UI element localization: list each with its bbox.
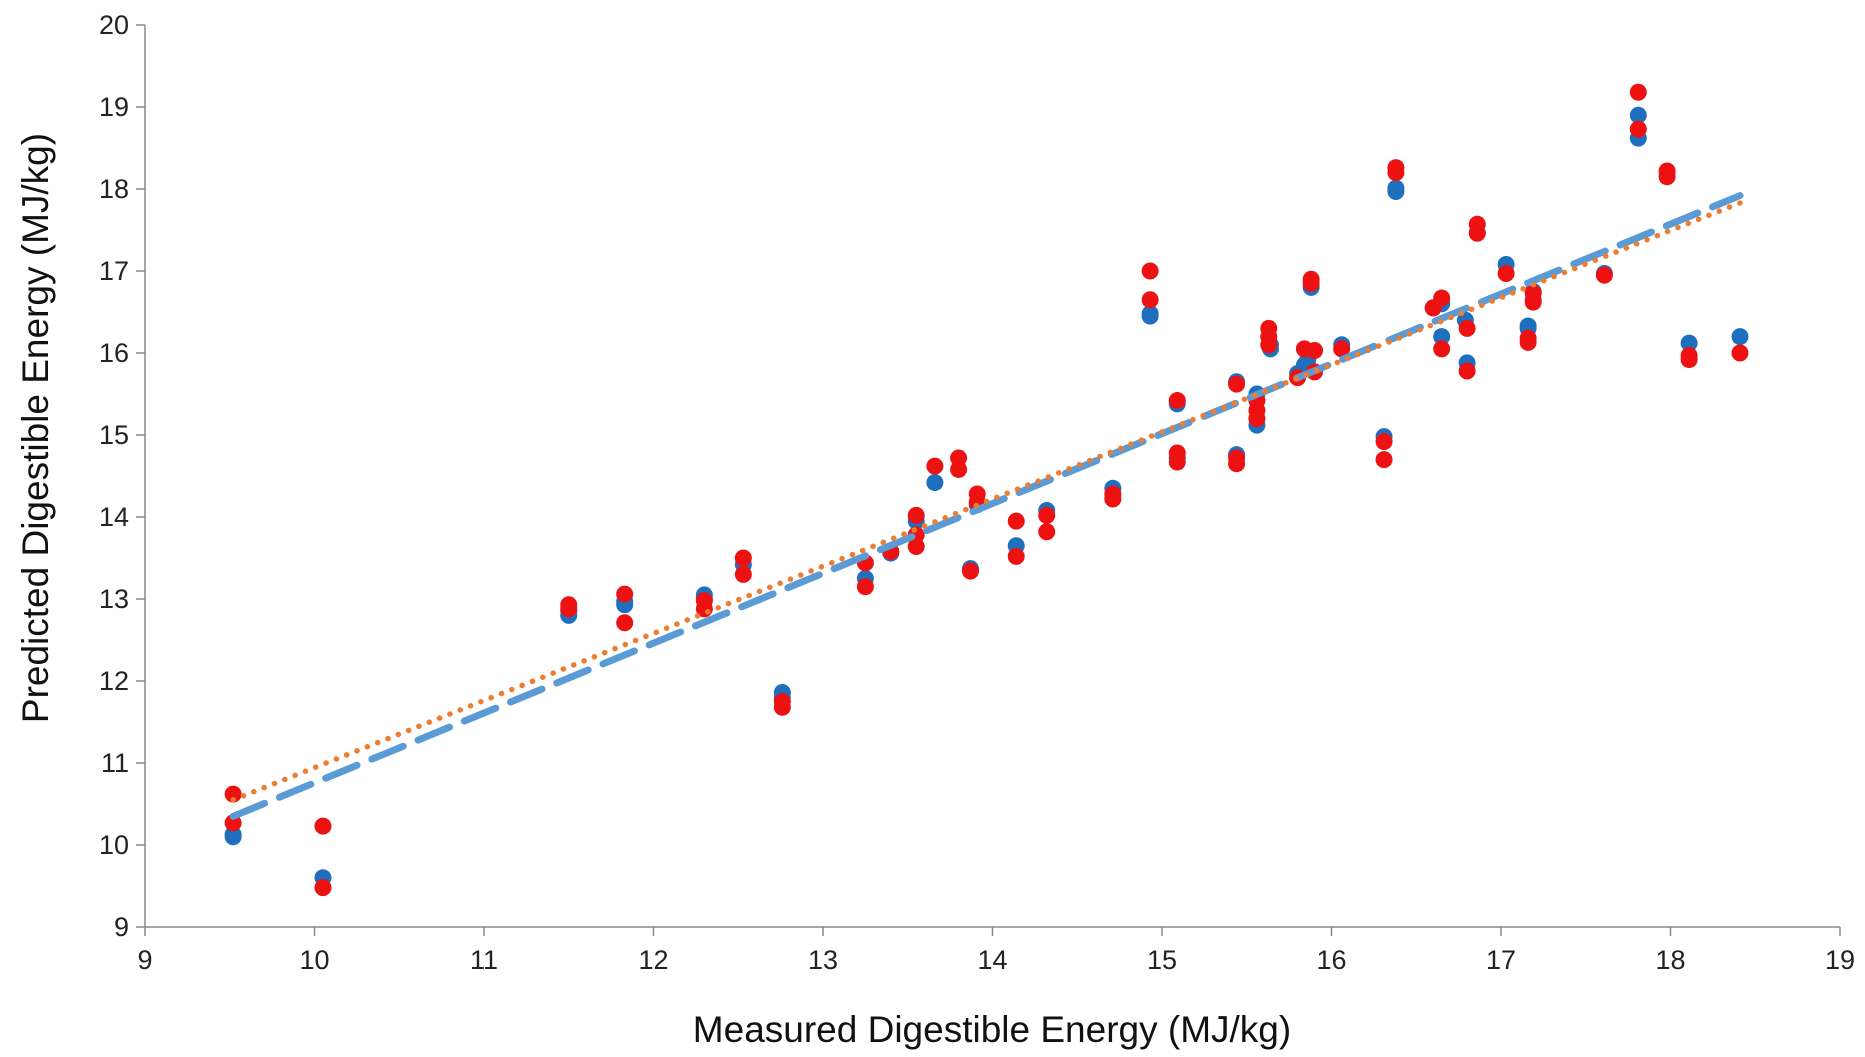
- data-point: [1680, 334, 1698, 352]
- data-point: [1458, 319, 1476, 337]
- data-point: [1228, 375, 1246, 393]
- x-tick-label: 17: [1486, 945, 1516, 975]
- data-point: [1497, 264, 1515, 282]
- data-point: [1433, 289, 1451, 307]
- data-point: [1731, 328, 1749, 346]
- y-tick-label: 17: [99, 256, 129, 286]
- data-point: [1007, 547, 1025, 565]
- y-tick-label: 15: [99, 420, 129, 450]
- x-tick-label: 11: [470, 945, 498, 975]
- data-point: [1306, 342, 1324, 360]
- data-point: [1248, 410, 1266, 428]
- x-axis-title: Measured Digestible Energy (MJ/kg): [693, 1009, 1291, 1050]
- y-tick-label: 16: [99, 338, 129, 368]
- y-tick-label: 13: [99, 584, 129, 614]
- x-tick-label: 10: [299, 945, 329, 975]
- data-point: [1333, 340, 1351, 358]
- data-point: [1375, 451, 1393, 469]
- data-point: [926, 457, 944, 475]
- data-point: [1038, 523, 1056, 541]
- x-tick-label: 18: [1655, 945, 1685, 975]
- series-1: [224, 106, 1749, 887]
- data-point: [1168, 453, 1186, 471]
- data-point: [1595, 266, 1613, 284]
- data-point: [1433, 328, 1451, 346]
- data-point: [1519, 333, 1537, 351]
- data-point: [314, 817, 332, 835]
- trendline-dashed: [229, 192, 1744, 820]
- data-point: [1458, 362, 1476, 380]
- data-point: [1104, 490, 1122, 508]
- data-point: [1375, 433, 1393, 451]
- data-point: [1141, 291, 1159, 309]
- data-point: [1168, 392, 1186, 410]
- data-point: [907, 538, 925, 556]
- y-tick-label: 20: [99, 10, 129, 40]
- series-2: [224, 83, 1749, 897]
- data-point: [560, 600, 578, 618]
- x-tick-label: 9: [137, 945, 152, 975]
- y-tick-label: 18: [99, 174, 129, 204]
- data-point: [1387, 164, 1405, 182]
- y-axis-title: Predicted Digestible Energy (MJ/kg): [15, 133, 56, 723]
- data-point: [616, 614, 634, 632]
- data-point: [856, 578, 874, 596]
- data-point: [734, 549, 752, 567]
- data-point: [773, 698, 791, 716]
- data-point: [950, 460, 968, 478]
- data-point: [1629, 120, 1647, 138]
- data-point: [1007, 512, 1025, 530]
- data-point: [1387, 179, 1405, 197]
- data-point: [224, 814, 242, 832]
- trendlines: [229, 192, 1744, 820]
- data-point: [1629, 83, 1647, 101]
- data-point: [926, 474, 944, 492]
- x-tick-label: 14: [977, 945, 1007, 975]
- data-point: [616, 585, 634, 603]
- trendline-dotted: [230, 200, 1743, 803]
- data-point: [1141, 307, 1159, 325]
- data-point: [1038, 506, 1056, 524]
- data-point: [224, 785, 242, 803]
- data-point: [1731, 344, 1749, 362]
- data-point: [1141, 262, 1159, 280]
- y-tick-label: 9: [114, 912, 129, 942]
- data-point: [1302, 274, 1320, 292]
- y-tick-label: 12: [99, 666, 129, 696]
- axes: 9 10 11 12 13 14 15 16 17 18 19 9 10 11 12 13 14 15 16 17 18…: [99, 10, 1855, 975]
- data-point: [907, 506, 925, 524]
- x-tick-label: 12: [638, 945, 668, 975]
- data-point: [1629, 106, 1647, 124]
- data-point: [961, 562, 979, 580]
- x-tick-label: 13: [808, 945, 838, 975]
- data-point: [1680, 351, 1698, 369]
- y-tick-label: 10: [99, 830, 129, 860]
- x-tick-label: 15: [1147, 945, 1177, 975]
- data-point: [1228, 455, 1246, 473]
- data-point: [1433, 340, 1451, 358]
- data-point: [734, 565, 752, 583]
- x-tick-label: 16: [1316, 945, 1346, 975]
- y-tick-label: 14: [99, 502, 129, 532]
- data-point: [314, 879, 332, 897]
- data-point: [1524, 293, 1542, 311]
- data-point: [1260, 336, 1278, 354]
- x-tick-label: 19: [1825, 945, 1855, 975]
- data-point: [1468, 224, 1486, 242]
- data-point: [1658, 168, 1676, 186]
- data-points: [224, 83, 1749, 897]
- y-tick-label: 11: [101, 748, 129, 778]
- y-tick-label: 19: [99, 92, 129, 122]
